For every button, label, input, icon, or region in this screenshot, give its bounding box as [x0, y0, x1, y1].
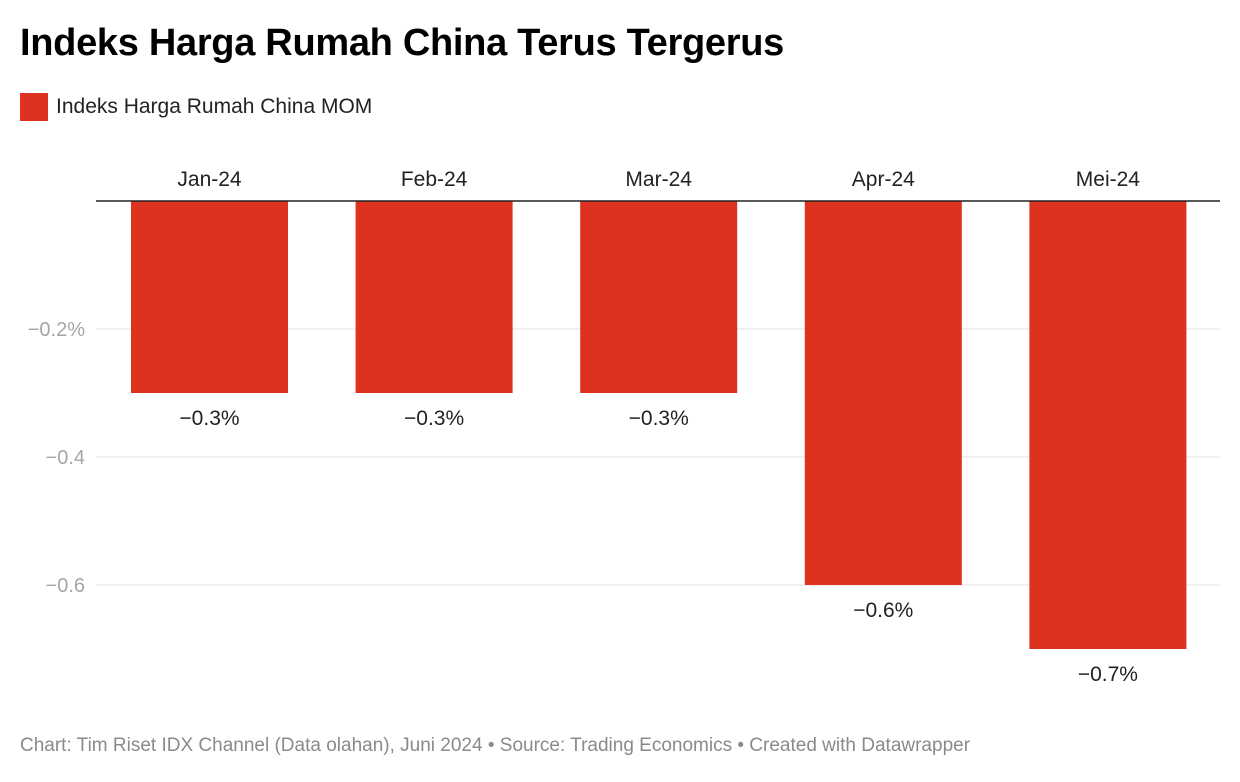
- y-tick-label: −0.2%: [28, 319, 85, 341]
- bar-jan-24: [131, 201, 288, 393]
- legend: Indeks Harga Rumah China MOM: [20, 93, 372, 121]
- data-label: −0.7%: [1078, 663, 1138, 686]
- bar-apr-24: [804, 201, 962, 585]
- chart-title: Indeks Harga Rumah China Terus Tergerus: [20, 22, 784, 64]
- data-label: −0.6%: [853, 599, 913, 622]
- data-label: −0.3%: [404, 407, 464, 430]
- x-tick-label: Mei-24: [1076, 168, 1141, 191]
- y-tick-label: −0.6: [46, 575, 85, 597]
- legend-swatch: [20, 93, 48, 121]
- bar-feb-24: [355, 201, 513, 393]
- data-label: −0.3%: [179, 407, 239, 430]
- bar-mei-24: [1029, 201, 1187, 649]
- data-label: −0.3%: [629, 407, 689, 430]
- y-tick-label: −0.4: [46, 447, 85, 469]
- x-tick-label: Mar-24: [625, 168, 692, 191]
- x-tick-label: Feb-24: [401, 168, 468, 191]
- legend-label: Indeks Harga Rumah China MOM: [56, 95, 373, 118]
- x-tick-label: Apr-24: [852, 168, 915, 191]
- chart-footer: Chart: Tim Riset IDX Channel (Data olaha…: [20, 735, 971, 756]
- x-tick-label: Jan-24: [177, 168, 242, 191]
- bar-mar-24: [580, 201, 738, 393]
